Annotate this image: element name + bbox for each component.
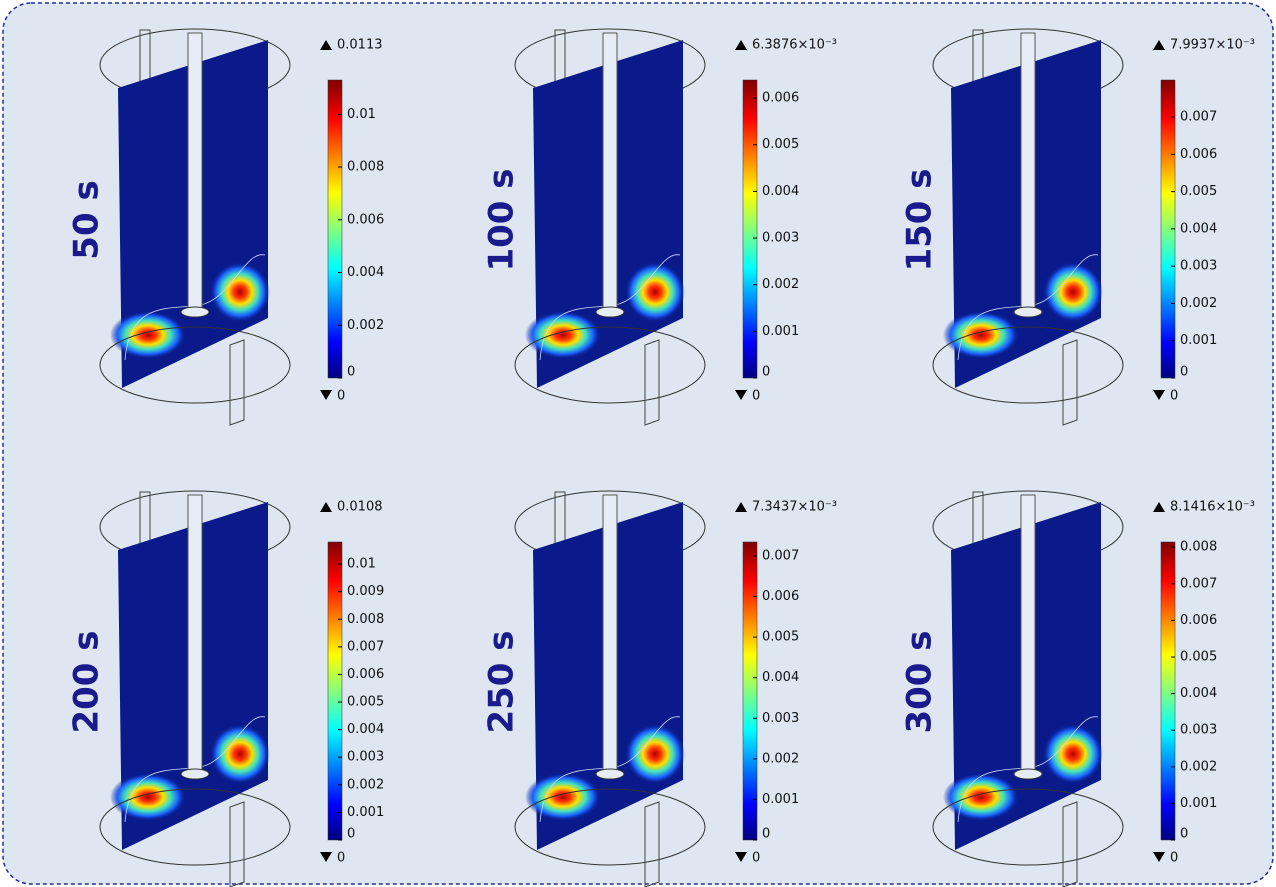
- colorbar-tick-label: 0.008: [1180, 540, 1217, 555]
- colorbar-tick-label: 0.001: [1180, 796, 1217, 811]
- colorbar-tick-label: 0.004: [762, 670, 799, 685]
- hot-spot: [943, 311, 1019, 359]
- colorbar-tick-label: 0: [762, 365, 770, 380]
- colorbar-tick-label: 0.002: [347, 318, 384, 333]
- colorbar-tick-label: 0.01: [347, 107, 376, 122]
- hot-spot: [943, 773, 1019, 821]
- max-label: 0.0108: [337, 500, 383, 515]
- colorbar-tick-label: 0.007: [762, 548, 799, 563]
- colorbar-tick-label: 0.006: [347, 212, 384, 227]
- colorbar: [328, 80, 342, 378]
- impeller: [181, 307, 209, 317]
- min-label: 0: [337, 851, 345, 866]
- impeller: [1014, 307, 1042, 317]
- shaft: [1021, 33, 1035, 315]
- colorbar-tick-label: 0: [347, 827, 355, 842]
- colorbar-tick-label: 0.002: [762, 751, 799, 766]
- colorbar-tick-label: 0.001: [347, 805, 384, 820]
- shaft: [1021, 495, 1035, 777]
- shaft: [188, 33, 202, 315]
- colorbar-tick-label: 0.005: [1180, 184, 1217, 199]
- colorbar-tick-label: 0.001: [1180, 333, 1217, 348]
- colorbar-tick-label: 0.007: [1180, 576, 1217, 591]
- impeller: [596, 307, 624, 317]
- colorbar-tick-label: 0.003: [1180, 259, 1217, 274]
- shaft: [603, 495, 617, 777]
- colorbar-tick-label: 0.006: [1180, 613, 1217, 628]
- time-label: 200 s: [67, 630, 107, 733]
- colorbar: [743, 80, 757, 378]
- colorbar-tick-label: 0: [762, 827, 770, 842]
- colorbar-tick-label: 0.006: [762, 589, 799, 604]
- max-label: 0.0113: [337, 38, 383, 53]
- colorbar-tick-label: 0.004: [1180, 221, 1217, 236]
- colorbar-tick-label: 0.005: [1180, 649, 1217, 664]
- time-label: 250 s: [482, 630, 522, 733]
- colorbar-tick-label: 0.01: [347, 557, 376, 572]
- colorbar-tick-label: 0.003: [347, 750, 384, 765]
- time-label: 100 s: [482, 168, 522, 271]
- colorbar-tick-label: 0.002: [1180, 759, 1217, 774]
- impeller: [596, 769, 624, 779]
- colorbar-tick-label: 0: [347, 365, 355, 380]
- min-label: 0: [337, 389, 345, 404]
- colorbar-tick-label: 0.008: [347, 160, 384, 175]
- impeller: [181, 769, 209, 779]
- figure: 50 s 0 0.002 0.004 0.006 0.008 0.01 0.0113 0 100 …: [0, 0, 1276, 887]
- colorbar-tick-label: 0.005: [762, 630, 799, 645]
- colorbar-tick-label: 0.007: [347, 639, 384, 654]
- colorbar-tick-label: 0.006: [1180, 147, 1217, 162]
- min-label: 0: [1170, 851, 1178, 866]
- colorbar-tick-label: 0.005: [347, 695, 384, 710]
- colorbar-tick-label: 0.002: [347, 777, 384, 792]
- hot-spot: [525, 773, 601, 821]
- colorbar-tick-label: 0.001: [762, 792, 799, 807]
- max-label: 6.3876×10⁻³: [752, 38, 837, 53]
- hot-spot: [525, 311, 601, 359]
- colorbar-tick-label: 0: [1180, 365, 1188, 380]
- colorbar-tick-label: 0.004: [347, 722, 384, 737]
- colorbar-tick-label: 0.002: [1180, 296, 1217, 311]
- colorbar-tick-label: 0.003: [1180, 723, 1217, 738]
- colorbar: [1161, 542, 1175, 840]
- max-label: 7.3437×10⁻³: [752, 500, 837, 515]
- max-label: 7.9937×10⁻³: [1170, 38, 1255, 53]
- colorbar-tick-label: 0: [1180, 827, 1188, 842]
- impeller: [1014, 769, 1042, 779]
- colorbar-tick-label: 0.003: [762, 231, 799, 246]
- colorbar-tick-label: 0.001: [762, 324, 799, 339]
- colorbar-tick-label: 0.005: [762, 137, 799, 152]
- min-label: 0: [752, 389, 760, 404]
- colorbar-tick-label: 0.004: [762, 184, 799, 199]
- colorbar-tick-label: 0.004: [1180, 686, 1217, 701]
- time-label: 50 s: [67, 180, 107, 259]
- colorbar-tick-label: 0.008: [347, 612, 384, 627]
- hot-spot: [110, 773, 186, 821]
- colorbar: [743, 542, 757, 840]
- colorbar-tick-label: 0.006: [762, 91, 799, 106]
- min-label: 0: [1170, 389, 1178, 404]
- colorbar-tick-label: 0.007: [1180, 110, 1217, 125]
- colorbar-tick-label: 0.004: [347, 265, 384, 280]
- hot-spot: [110, 311, 186, 359]
- colorbar: [328, 542, 342, 840]
- shaft: [603, 33, 617, 315]
- min-label: 0: [752, 851, 760, 866]
- colorbar-tick-label: 0.002: [762, 277, 799, 292]
- time-label: 150 s: [900, 168, 940, 271]
- time-label: 300 s: [900, 630, 940, 733]
- shaft: [188, 495, 202, 777]
- max-label: 8.1416×10⁻³: [1170, 500, 1255, 515]
- colorbar-tick-label: 0.009: [347, 584, 384, 599]
- colorbar-tick-label: 0.003: [762, 711, 799, 726]
- colorbar-tick-label: 0.006: [347, 667, 384, 682]
